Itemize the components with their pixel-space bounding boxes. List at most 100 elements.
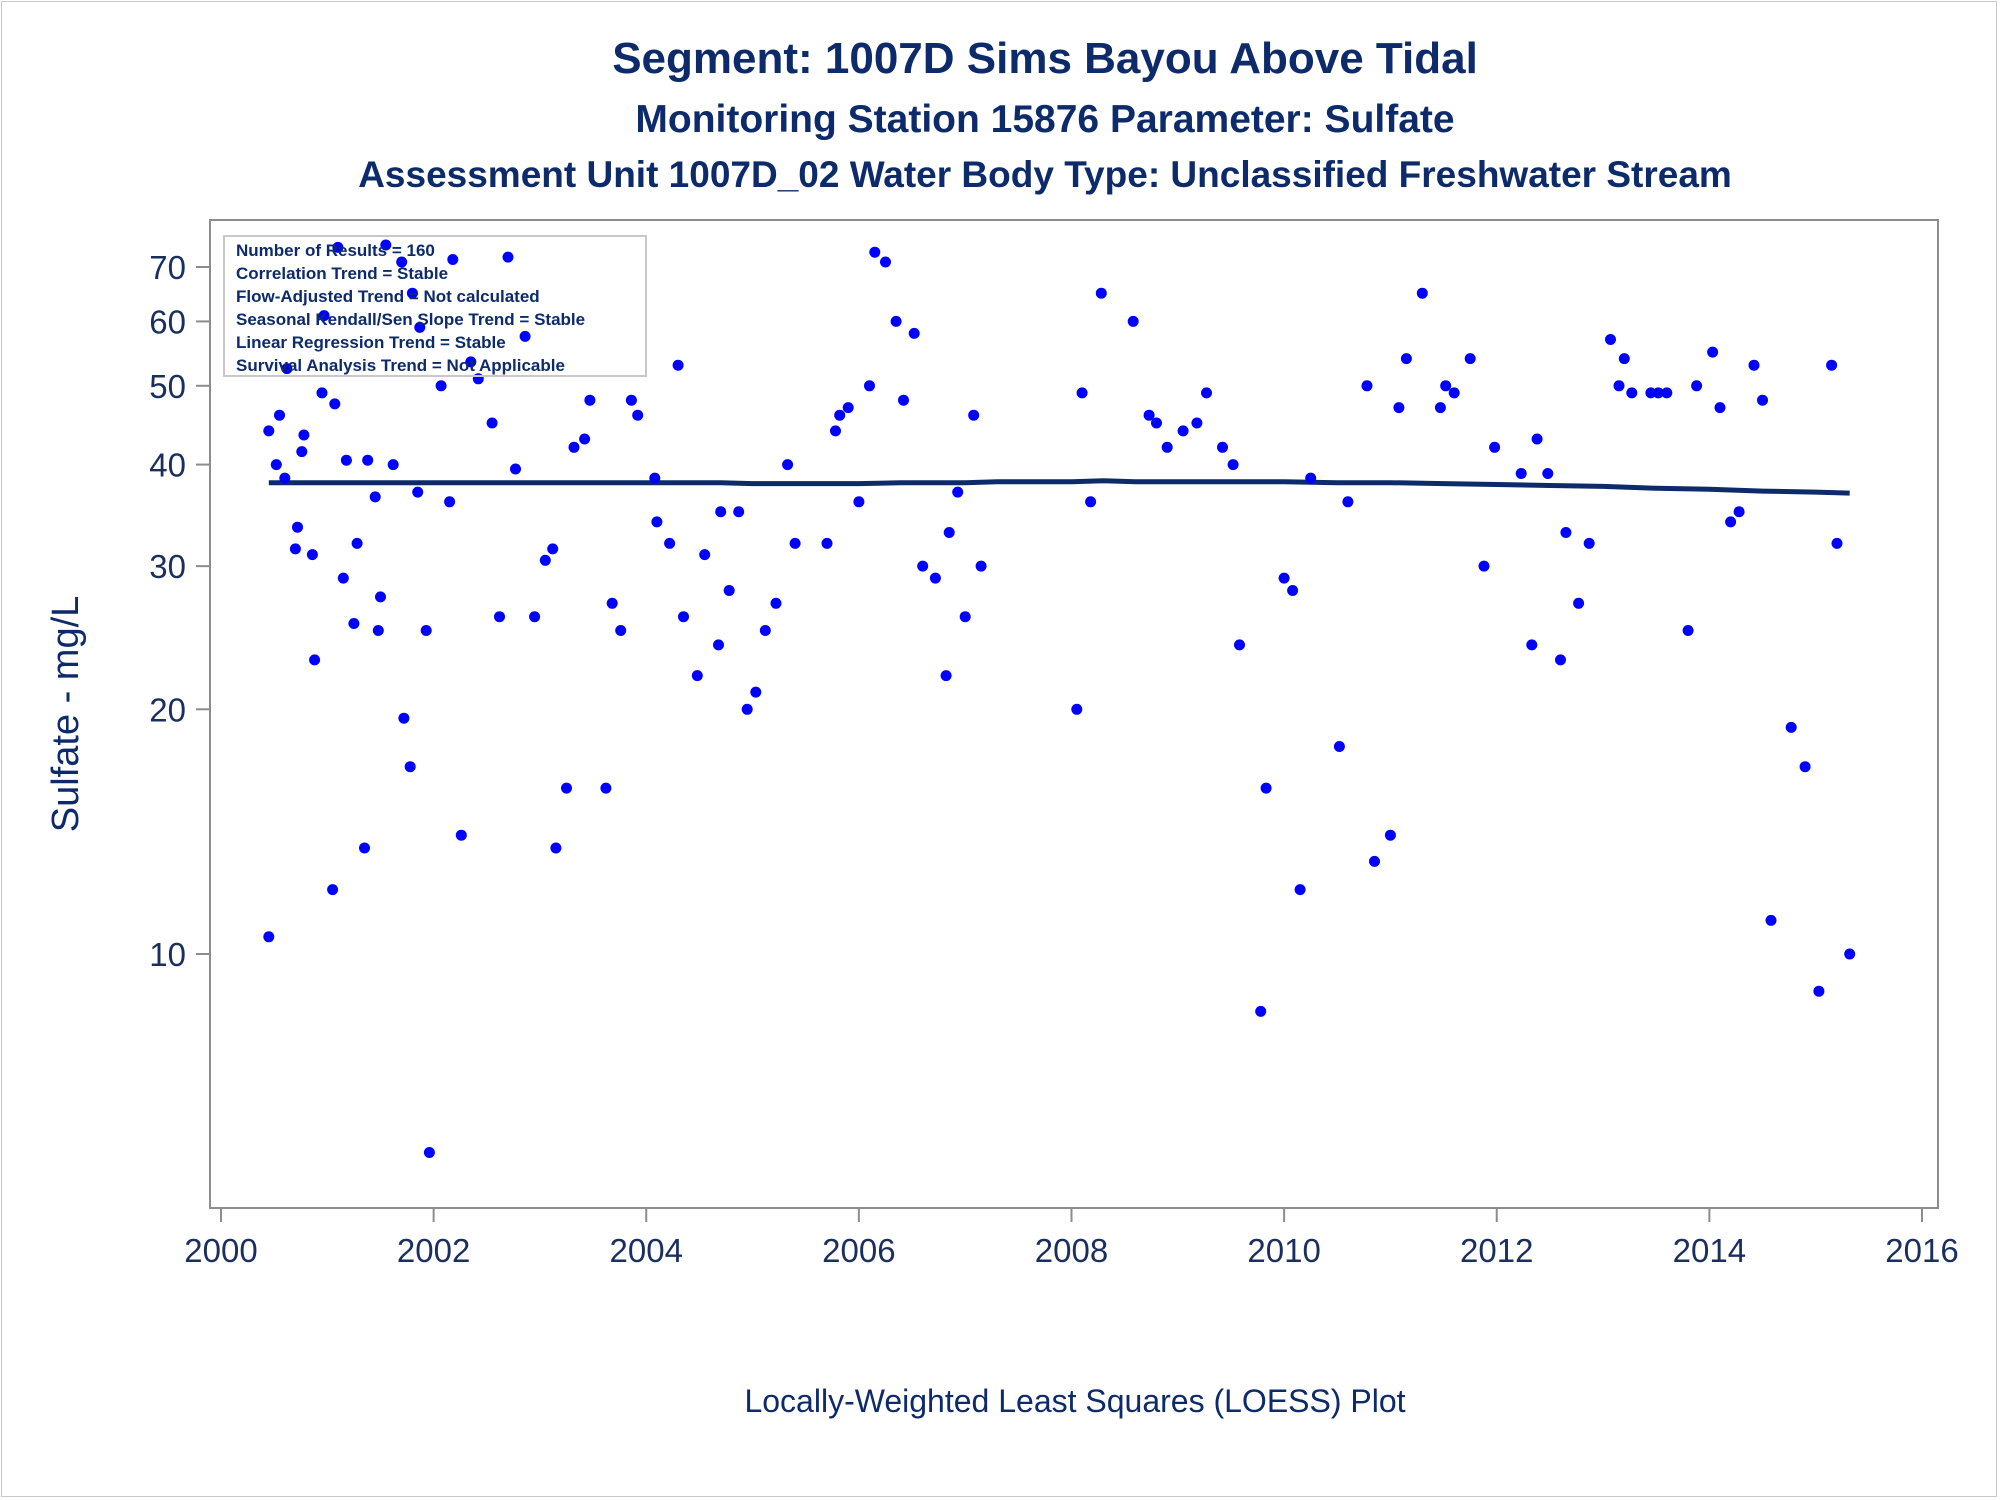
data-point (1333, 741, 1345, 752)
x-axis: 2000 2002 2004 2006 2008 2010 2012 2014 2016 (184, 1208, 1959, 1269)
data-point (1478, 560, 1490, 572)
data-point (1278, 572, 1290, 584)
data-point (318, 310, 330, 322)
data-point (1583, 537, 1595, 549)
data-point (327, 884, 339, 896)
data-point (1542, 468, 1554, 479)
y-tick-label: 60 (149, 303, 186, 340)
trend-summary-frame (223, 235, 647, 377)
data-point (853, 496, 865, 508)
data-point (1095, 287, 1107, 299)
data-point (606, 597, 618, 609)
data-point (316, 387, 328, 399)
trend-summary-line: Flow-Adjusted Trend = Not calculated (236, 287, 540, 306)
data-point (1573, 597, 1585, 609)
data-point (519, 330, 531, 342)
data-point (1434, 402, 1446, 414)
data-point (1400, 353, 1412, 365)
data-point (1071, 703, 1083, 715)
data-point (1384, 829, 1396, 841)
data-point (309, 654, 321, 666)
x-axis-label: Locally-Weighted Least Squares (LOESS) P… (744, 1383, 1405, 1419)
x-tick-label: 2006 (822, 1232, 895, 1269)
data-point (359, 842, 370, 854)
x-tick-label: 2002 (397, 1232, 470, 1269)
data-point (539, 554, 551, 566)
x-tick-label: 2012 (1460, 1232, 1533, 1269)
data-point (600, 782, 612, 794)
y-tick-label: 10 (149, 936, 186, 973)
loess-curve (268, 478, 1850, 496)
data-point (579, 433, 591, 445)
data-point (1691, 380, 1703, 392)
data-point (672, 359, 684, 371)
data-point (713, 639, 724, 651)
x-tick-label: 2000 (184, 1232, 257, 1269)
data-point (375, 591, 386, 603)
data-point (664, 537, 676, 549)
data-point (1260, 782, 1272, 794)
data-point (494, 611, 505, 623)
data-point (741, 703, 753, 715)
chart-subtitle: Monitoring Station 15876 Parameter: Sulf… (635, 98, 1455, 141)
trend-summary-line: Number of Results = 160 (236, 241, 435, 260)
data-point (940, 670, 952, 682)
y-tick-label: 70 (149, 249, 186, 286)
data-point (1234, 639, 1245, 651)
data-point (1085, 496, 1097, 508)
data-point (337, 572, 349, 584)
data-point (1076, 387, 1088, 399)
data-point (1342, 496, 1354, 508)
data-point (444, 496, 456, 508)
data-point (1489, 441, 1501, 453)
data-point (1227, 459, 1239, 471)
data-point (435, 380, 447, 392)
x-tick-label: 2014 (1673, 1232, 1746, 1269)
data-point (292, 521, 303, 533)
data-point (1127, 315, 1139, 327)
data-point (332, 241, 344, 253)
data-point (281, 363, 293, 375)
data-point (1652, 387, 1664, 399)
data-point (329, 398, 341, 410)
data-point (890, 315, 902, 327)
data-point (1448, 387, 1460, 399)
data-point (1626, 387, 1638, 399)
data-point (1748, 359, 1760, 371)
data-point (715, 506, 727, 518)
data-point (279, 472, 291, 484)
data-point (412, 486, 424, 498)
data-point (1757, 394, 1768, 406)
data-point (723, 585, 735, 596)
data-point (864, 380, 875, 392)
trend-summary-line: Linear Regression Trend = Stable (236, 333, 506, 352)
data-point (929, 572, 941, 584)
data-point (651, 516, 663, 528)
data-point (952, 486, 964, 498)
data-point (447, 254, 459, 265)
data-point (649, 472, 661, 484)
data-point (917, 560, 929, 572)
data-point (842, 402, 854, 414)
data-point (908, 327, 920, 339)
data-point (550, 842, 562, 854)
data-point (1161, 441, 1173, 453)
data-point (1613, 380, 1625, 392)
data-point (420, 625, 432, 636)
data-point (289, 543, 301, 555)
data-point (789, 537, 801, 549)
y-tick-label: 30 (149, 548, 186, 585)
data-point (699, 549, 711, 561)
data-point (584, 394, 596, 406)
data-point (380, 239, 392, 251)
data-point (362, 454, 374, 466)
data-point (632, 409, 644, 421)
data-point (782, 459, 794, 471)
data-point (423, 1147, 435, 1158)
y-axis-label: Sulfate - mg/L (45, 596, 87, 833)
data-point (1733, 506, 1745, 518)
data-point (1844, 948, 1856, 960)
data-point (510, 463, 521, 475)
